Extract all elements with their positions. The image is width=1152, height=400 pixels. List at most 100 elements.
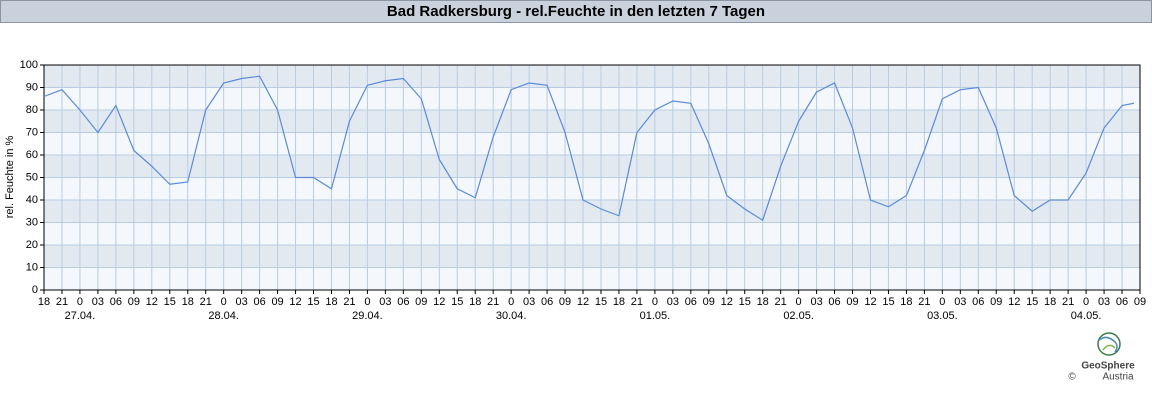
x-tick-label: 09 xyxy=(415,296,427,308)
grid-band xyxy=(44,177,1140,200)
x-tick-label: 0 xyxy=(796,296,802,308)
x-tick-label: 03 xyxy=(810,296,822,308)
x-tick-label: 12 xyxy=(577,296,589,308)
x-tick-label: 03 xyxy=(667,296,679,308)
date-label: 02.05. xyxy=(783,310,814,322)
grid-band xyxy=(44,110,1140,133)
copyright: © xyxy=(1068,372,1076,383)
x-tick-label: 21 xyxy=(200,296,212,308)
x-tick-label: 09 xyxy=(559,296,571,308)
date-label: 03.05. xyxy=(927,310,958,322)
x-tick-label: 06 xyxy=(828,296,840,308)
x-tick-label: 0 xyxy=(939,296,945,308)
x-tick-label: 06 xyxy=(972,296,984,308)
y-tick-label: 30 xyxy=(26,216,38,228)
x-tick-label: 12 xyxy=(433,296,445,308)
x-tick-label: 21 xyxy=(631,296,643,308)
x-tick-label: 15 xyxy=(882,296,894,308)
x-tick-label: 03 xyxy=(1098,296,1110,308)
x-tick-label: 12 xyxy=(864,296,876,308)
x-tick-label: 03 xyxy=(379,296,391,308)
grid-band xyxy=(44,132,1140,155)
grid-band xyxy=(44,222,1140,245)
y-tick-label: 80 xyxy=(26,104,38,116)
x-tick-label: 21 xyxy=(56,296,68,308)
x-tick-label: 06 xyxy=(110,296,122,308)
y-tick-label: 90 xyxy=(26,81,38,93)
x-tick-label: 09 xyxy=(846,296,858,308)
x-tick-label: 09 xyxy=(128,296,140,308)
y-tick-label: 60 xyxy=(26,149,38,161)
x-tick-label: 21 xyxy=(918,296,930,308)
x-tick-label: 03 xyxy=(92,296,104,308)
x-tick-label: 21 xyxy=(775,296,787,308)
x-tick-label: 06 xyxy=(1116,296,1128,308)
data-line xyxy=(43,75,1135,222)
logo-sub: Austria xyxy=(1102,372,1134,383)
x-tick-label: 15 xyxy=(595,296,607,308)
chart-title: Bad Radkersburg - rel.Feuchte in den let… xyxy=(387,3,765,20)
x-tick-label: 0 xyxy=(508,296,514,308)
x-tick-label: 21 xyxy=(1062,296,1074,308)
x-tick-label: 18 xyxy=(182,296,194,308)
y-tick-label: 0 xyxy=(32,284,38,296)
y-tick-label: 40 xyxy=(26,194,38,206)
x-tick-label: 12 xyxy=(721,296,733,308)
x-tick-label: 06 xyxy=(541,296,553,308)
grid-band xyxy=(44,245,1140,268)
x-tick-label: 0 xyxy=(221,296,227,308)
x-tick-label: 0 xyxy=(364,296,370,308)
x-tick-label: 12 xyxy=(289,296,301,308)
y-tick-label: 70 xyxy=(26,126,38,138)
x-tick-label: 15 xyxy=(164,296,176,308)
y-axis-label: rel. Feuchte in % xyxy=(4,136,16,219)
y-tick-label: 10 xyxy=(26,261,38,273)
x-tick-label: 18 xyxy=(613,296,625,308)
x-tick-label: 09 xyxy=(1134,296,1146,308)
x-tick-label: 18 xyxy=(325,296,337,308)
logo-name: GeoSphere xyxy=(1081,361,1135,372)
date-label: 30.04. xyxy=(496,310,527,322)
x-tick-label: 12 xyxy=(146,296,158,308)
x-tick-label: 18 xyxy=(469,296,481,308)
x-tick-label: 03 xyxy=(954,296,966,308)
x-tick-label: 03 xyxy=(523,296,535,308)
logo-icon xyxy=(1097,332,1121,356)
x-tick-label: 0 xyxy=(1083,296,1089,308)
date-label: 29.04. xyxy=(352,310,383,322)
grid-band xyxy=(44,155,1140,178)
x-tick-label: 09 xyxy=(990,296,1002,308)
x-tick-label: 06 xyxy=(685,296,697,308)
date-label: 01.05. xyxy=(640,310,671,322)
x-tick-label: 15 xyxy=(739,296,751,308)
x-tick-label: 06 xyxy=(397,296,409,308)
y-tick-label: 100 xyxy=(20,59,38,71)
date-label: 28.04. xyxy=(208,310,239,322)
x-tick-label: 18 xyxy=(1044,296,1056,308)
x-tick-label: 21 xyxy=(487,296,499,308)
x-tick-label: 15 xyxy=(307,296,319,308)
y-tick-label: 20 xyxy=(26,239,38,251)
x-tick-label: 0 xyxy=(77,296,83,308)
date-label: 27.04. xyxy=(65,310,96,322)
x-tick-label: 21 xyxy=(343,296,355,308)
x-tick-label: 03 xyxy=(236,296,248,308)
x-tick-label: 15 xyxy=(1026,296,1038,308)
plot-frame xyxy=(43,64,1141,291)
grid-band xyxy=(44,200,1140,223)
x-tick-label: 18 xyxy=(38,296,50,308)
grid-band xyxy=(44,65,1140,88)
grid-band xyxy=(44,87,1140,110)
x-tick-label: 12 xyxy=(1008,296,1020,308)
x-tick-label: 09 xyxy=(271,296,283,308)
x-tick-label: 18 xyxy=(900,296,912,308)
x-tick-label: 0 xyxy=(652,296,658,308)
y-tick-label: 50 xyxy=(26,171,38,183)
x-tick-label: 15 xyxy=(451,296,463,308)
x-tick-label: 18 xyxy=(757,296,769,308)
x-tick-label: 09 xyxy=(703,296,715,308)
grid-band xyxy=(44,267,1140,290)
x-tick-label: 06 xyxy=(253,296,265,308)
date-label: 04.05. xyxy=(1071,310,1102,322)
